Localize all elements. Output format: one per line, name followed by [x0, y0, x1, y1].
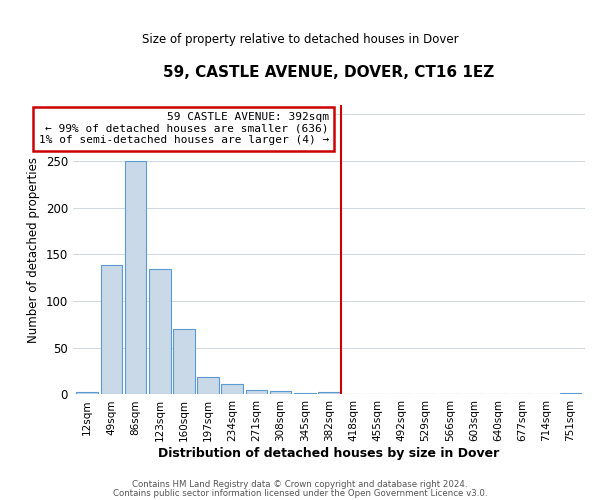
- Bar: [197, 376, 219, 394]
- Bar: [269, 390, 292, 394]
- Bar: [318, 392, 340, 394]
- X-axis label: Distribution of detached houses by size in Dover: Distribution of detached houses by size …: [158, 447, 499, 460]
- Text: Contains HM Land Registry data © Crown copyright and database right 2024.: Contains HM Land Registry data © Crown c…: [132, 480, 468, 489]
- Bar: [221, 384, 243, 394]
- Bar: [101, 264, 122, 394]
- Text: Size of property relative to detached houses in Dover: Size of property relative to detached ho…: [142, 32, 458, 46]
- Bar: [125, 161, 146, 394]
- Bar: [173, 329, 195, 394]
- Y-axis label: Number of detached properties: Number of detached properties: [27, 156, 40, 342]
- Bar: [294, 392, 316, 394]
- Bar: [76, 392, 98, 394]
- Bar: [149, 269, 170, 394]
- Bar: [560, 392, 581, 394]
- Text: 59 CASTLE AVENUE: 392sqm
← 99% of detached houses are smaller (636)
1% of semi-d: 59 CASTLE AVENUE: 392sqm ← 99% of detach…: [38, 112, 329, 146]
- Bar: [245, 390, 267, 394]
- Text: Contains public sector information licensed under the Open Government Licence v3: Contains public sector information licen…: [113, 488, 487, 498]
- Title: 59, CASTLE AVENUE, DOVER, CT16 1EZ: 59, CASTLE AVENUE, DOVER, CT16 1EZ: [163, 65, 494, 80]
